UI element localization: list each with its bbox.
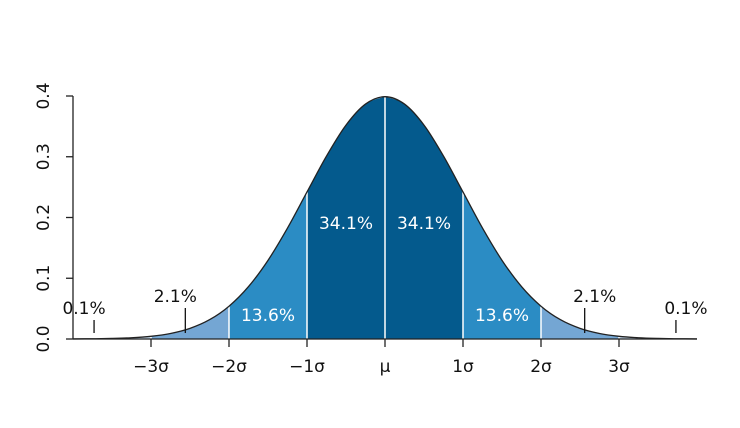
band-label: 2.1% <box>154 287 197 307</box>
x-tick-label: 3σ <box>608 357 630 377</box>
y-tick-label: 0.1 <box>34 265 54 292</box>
x-tick-label: 2σ <box>530 357 552 377</box>
band-label: 34.1% <box>319 214 373 234</box>
band-label: 0.1% <box>664 299 707 319</box>
band <box>541 306 619 339</box>
x-tick-label: −1σ <box>289 357 325 377</box>
x-tick-label: 1σ <box>452 357 474 377</box>
band-label: 0.1% <box>62 299 105 319</box>
y-tick-label: 0.4 <box>34 82 54 109</box>
x-tick-label: −3σ <box>133 357 169 377</box>
x-tick-label: μ <box>380 357 391 377</box>
y-tick-label: 0.0 <box>34 325 54 352</box>
y-tick-label: 0.3 <box>34 143 54 170</box>
y-tick-label: 0.2 <box>34 204 54 231</box>
band-label: 13.6% <box>475 306 529 326</box>
band <box>151 306 229 339</box>
band-label: 2.1% <box>573 287 616 307</box>
density-curve <box>72 96 698 340</box>
band-label: 34.1% <box>397 214 451 234</box>
band-label: 13.6% <box>241 306 295 326</box>
x-tick-label: −2σ <box>211 357 247 377</box>
